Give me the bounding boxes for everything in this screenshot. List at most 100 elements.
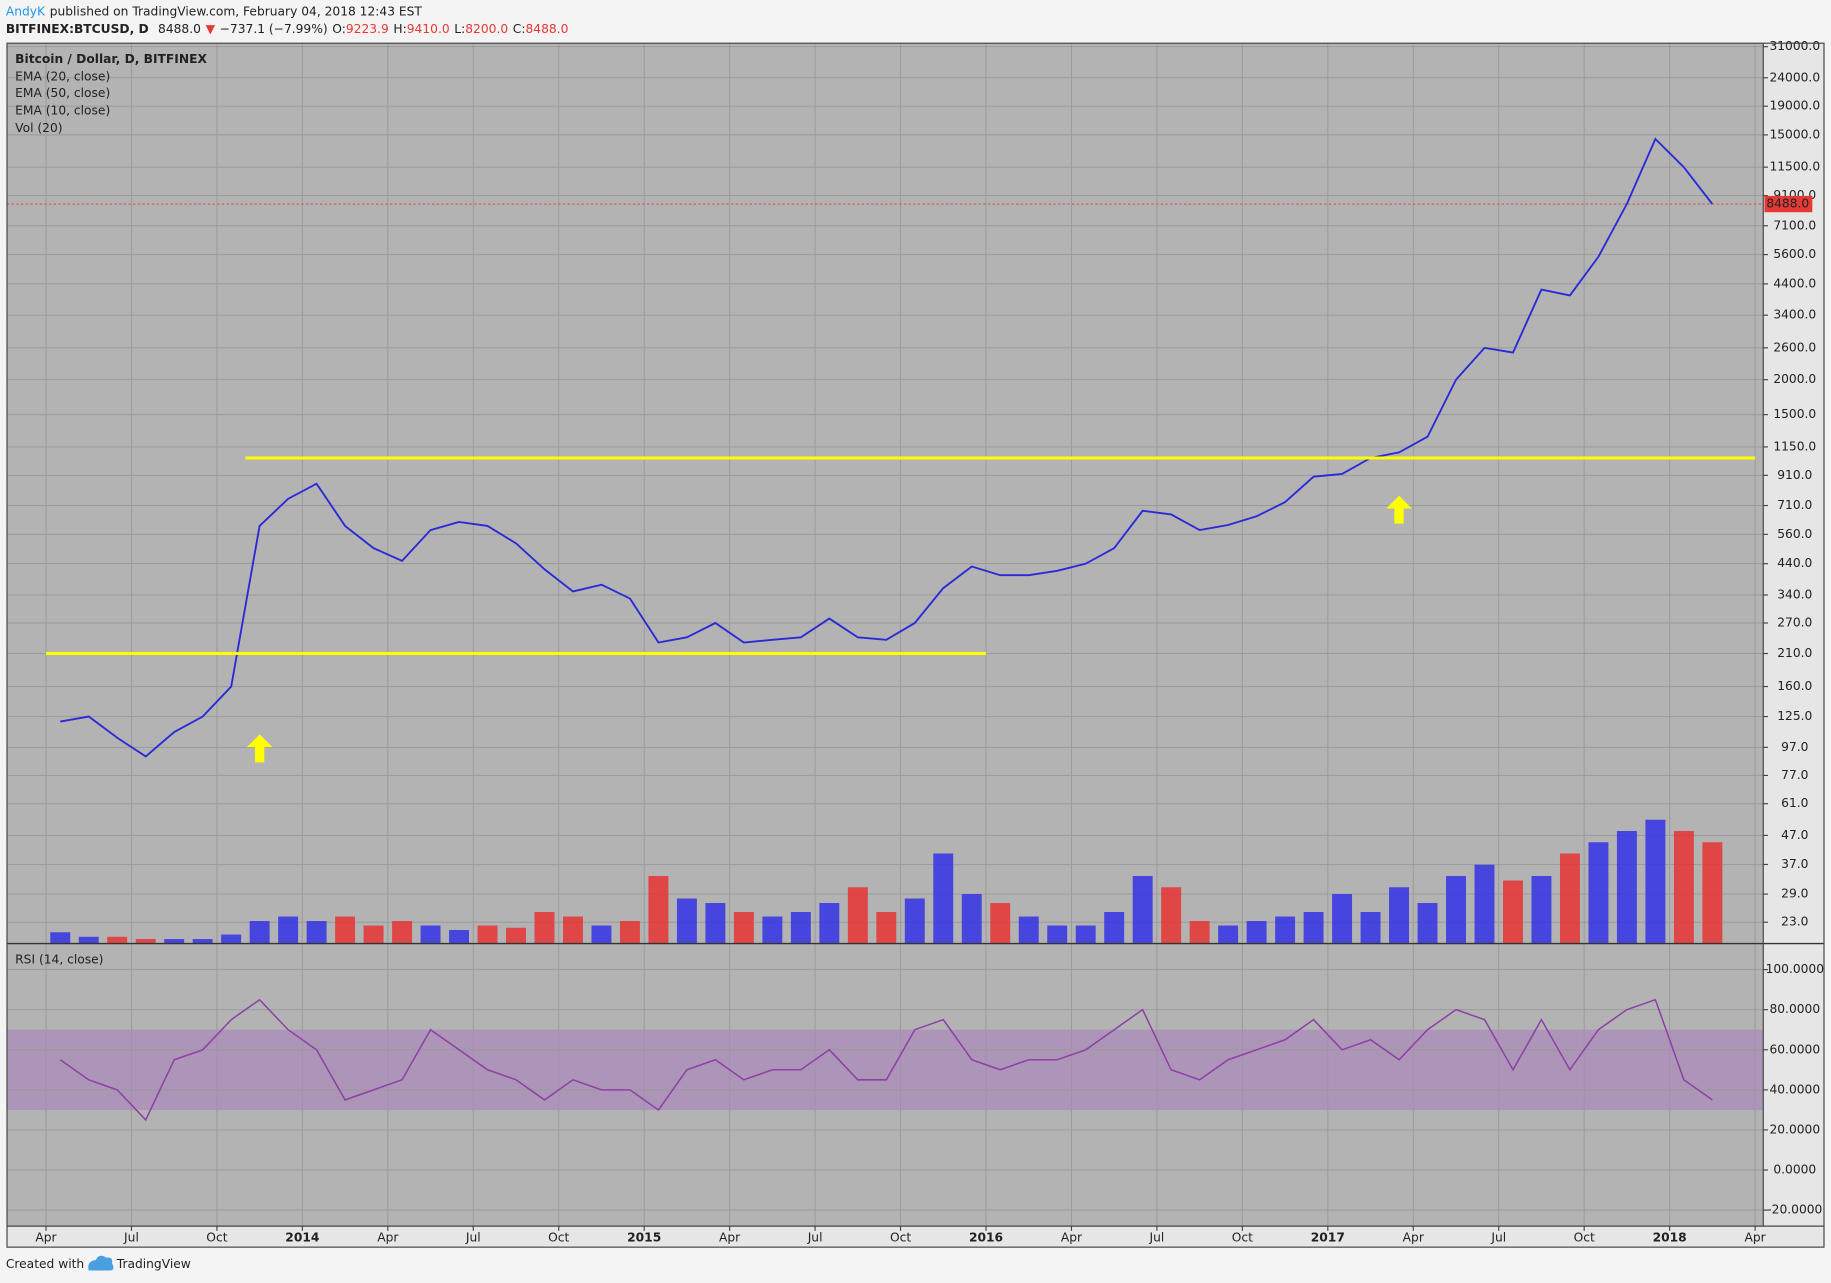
volume-bar (363, 925, 384, 944)
chart-border (6, 42, 1825, 1248)
y-tick-label: 2600.0 (1773, 340, 1816, 354)
y-tick-label: 1150.0 (1773, 439, 1816, 453)
x-tick-label: Oct (890, 1230, 911, 1244)
footer-brand[interactable]: TradingView (116, 1257, 191, 1271)
volume-bar (506, 927, 526, 944)
y-tick-label: 23.0 (1781, 915, 1808, 929)
ohlc-value: 8200.0 (465, 22, 508, 36)
volume-bar (1047, 925, 1068, 944)
y-tick-label: 340.0 (1777, 587, 1812, 601)
y-tick-label: 61.0 (1781, 796, 1808, 810)
volume-bar (1446, 876, 1466, 944)
volume-bar (1559, 853, 1580, 944)
volume-bar (1531, 876, 1552, 944)
y-tick-label: 11500.0 (1769, 160, 1820, 174)
volume-bar (1132, 876, 1153, 944)
volume-bar (1332, 894, 1353, 944)
y-tick-label: 31000.0 (1769, 39, 1820, 53)
y-tick-label: 7100.0 (1773, 218, 1816, 232)
y-tick-label: 40.0000 (1769, 1082, 1820, 1096)
legend-entry: EMA (20, close) (15, 70, 110, 84)
marks: 8488.0 (7, 137, 1813, 1122)
volume-bar (1104, 912, 1125, 944)
volume-bar (1303, 912, 1324, 944)
volume-bar (1018, 916, 1039, 944)
y-tick-label: 19000.0 (1769, 99, 1820, 113)
x-tick-label: Oct (548, 1230, 569, 1244)
volume-bar (306, 921, 327, 944)
y-tick-label: 270.0 (1777, 615, 1812, 629)
volume-bar (819, 903, 840, 944)
y-tick-label: 710.0 (1777, 498, 1812, 512)
author[interactable]: AndyK (6, 4, 46, 18)
y-tick-label: 15000.0 (1769, 127, 1820, 141)
x-tick-label: Apr (1744, 1230, 1766, 1244)
y-tick-label: 97.0 (1781, 740, 1808, 754)
volume-bar (477, 925, 498, 944)
volume-bar (192, 939, 213, 944)
x-tick-label: 2018 (1653, 1230, 1687, 1244)
y-tick-label: 4400.0 (1773, 276, 1816, 290)
x-tick-label: 2015 (627, 1230, 661, 1244)
volume-bar (563, 916, 583, 944)
y-tick-label: 37.0 (1781, 857, 1808, 871)
last-price-tag (1764, 195, 1813, 213)
volume-bar (648, 876, 669, 944)
x-tick-label: Apr (1403, 1230, 1425, 1244)
y-tick-label: 80.0000 (1769, 1002, 1820, 1016)
volume-bar (1503, 880, 1523, 944)
volume-bar (1616, 830, 1637, 944)
x-tick-label: 2014 (285, 1230, 319, 1244)
x-tick-label: Apr (1061, 1230, 1083, 1244)
volume-bar (78, 936, 99, 944)
rsi-line (59, 998, 1713, 1122)
volume-bar (449, 930, 470, 944)
rsi-band (7, 1029, 1764, 1110)
legend-entry: Vol (20) (15, 121, 62, 135)
y-tick-label: 77.0 (1781, 768, 1808, 782)
price-line (60, 137, 1714, 758)
x-tick-label: Apr (35, 1230, 57, 1244)
x-tick-label: Jul (123, 1230, 139, 1244)
volume-bar (1588, 842, 1609, 944)
volume-bar (733, 912, 754, 944)
header-line-1: AndyK published on TradingView.com, Febru… (6, 4, 423, 18)
y-tick-label: 0.0000 (1773, 1163, 1816, 1177)
volume-bar (762, 916, 783, 944)
x-tick-label: Oct (1232, 1230, 1253, 1244)
y-tick-label: 100.0000 (1766, 962, 1824, 976)
y-tick-label: 29.0 (1781, 887, 1808, 901)
volume-bar (392, 921, 413, 944)
volume-bar (249, 921, 270, 944)
volume-bar (790, 912, 811, 944)
volume-bar (676, 898, 697, 944)
legend-title: Bitcoin / Dollar, D, BITFINEX (15, 52, 207, 66)
y-tick-label: 5600.0 (1773, 247, 1816, 261)
volume-bar (1474, 864, 1495, 944)
volume-bar (1275, 916, 1296, 944)
x-tick-label: Jul (465, 1230, 481, 1244)
x-tick-label: Oct (206, 1230, 227, 1244)
x-tick-label: Jul (1490, 1230, 1506, 1244)
volume-bar (705, 903, 726, 944)
tradingview-logo[interactable] (88, 1255, 114, 1271)
volume-bar (1417, 903, 1438, 944)
volume-bar (990, 903, 1011, 944)
ohlc-label: H: (393, 22, 406, 36)
y-tick-label: 1500.0 (1773, 407, 1816, 421)
legend-entry: EMA (10, close) (15, 103, 110, 117)
x-tick-label: Jul (807, 1230, 823, 1244)
header-line-2: BITFINEX:BTCUSD, D 8488.0 ▼ −737.1 (−7.99%)… (6, 22, 569, 36)
ohlc-value: 9223.9 (346, 22, 389, 36)
volume-bar (164, 939, 185, 944)
volume-bar (1645, 819, 1666, 944)
volume-bar (278, 916, 299, 944)
last-price-label: 8488.0 (1766, 197, 1809, 211)
x-tick-label: Apr (719, 1230, 741, 1244)
y-tick-label: 20.0000 (1769, 1122, 1820, 1136)
arrow-annotation (1386, 495, 1412, 524)
volume-bar (107, 936, 128, 944)
x-tick-label: Apr (377, 1230, 399, 1244)
volume-bar (1702, 842, 1723, 944)
change: −737.1 (−7.99%) (220, 22, 328, 36)
